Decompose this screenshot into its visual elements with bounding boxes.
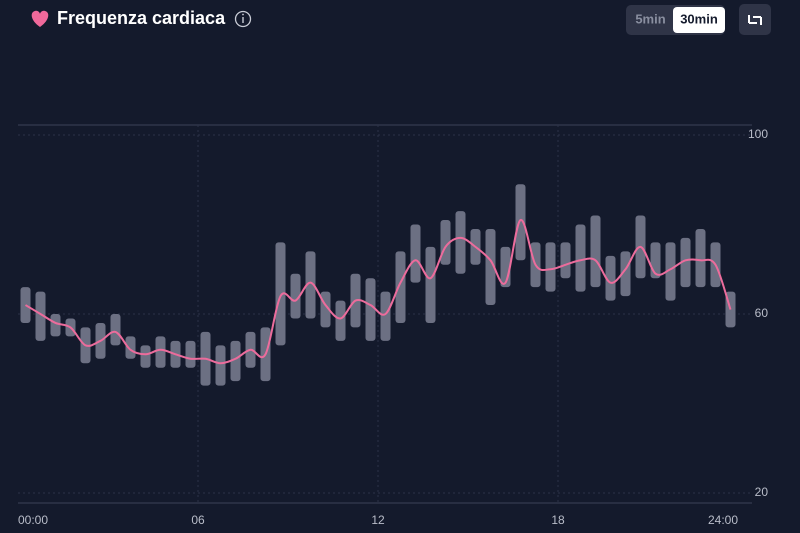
range-bar [485, 228, 496, 306]
average-line [24, 219, 732, 365]
toggle-label[interactable]: 5min [635, 11, 665, 26]
range-bar [665, 242, 676, 301]
range-bar [365, 278, 376, 341]
range-bar [155, 336, 166, 368]
range-bar [605, 255, 616, 301]
range-bar [215, 345, 226, 386]
range-bar [185, 340, 196, 368]
range-bar [230, 340, 241, 382]
range-bar [395, 251, 406, 323]
x-tick-label: 06 [191, 513, 205, 527]
range-bar [620, 251, 631, 297]
x-tick-label: 12 [371, 513, 385, 527]
y-tick-label: 60 [755, 306, 769, 320]
range-bar [575, 224, 586, 292]
info-icon[interactable] [234, 10, 252, 28]
range-bar [35, 291, 46, 341]
range-bar [290, 273, 301, 319]
toggle-active-bg [673, 7, 725, 33]
y-tick-label: 100 [748, 127, 768, 141]
range-bar [455, 211, 466, 274]
range-bar [425, 246, 436, 323]
x-tick-label: 18 [551, 513, 565, 527]
range-bar [380, 291, 391, 341]
range-bar [335, 300, 346, 341]
range-bar [305, 251, 316, 319]
range-bar [545, 242, 556, 292]
range-bar [50, 314, 61, 337]
range-bar [695, 228, 706, 288]
range-bar [275, 242, 286, 346]
range-bar [140, 345, 151, 368]
range-bar [680, 237, 691, 288]
range-bar [560, 242, 571, 279]
heart-icon [31, 10, 49, 27]
range-bar [590, 215, 601, 288]
range-bar [125, 336, 136, 359]
chart-title: Frequenza cardiaca [57, 8, 226, 28]
x-tick-label: 24:00 [708, 513, 738, 527]
range-bar [515, 184, 526, 261]
toggle-label[interactable]: 30min [680, 11, 718, 26]
y-tick-label: 20 [755, 485, 769, 499]
x-tick-label: 00:00 [18, 513, 48, 527]
range-bar [110, 314, 121, 346]
range-bar [410, 224, 421, 283]
expand-button[interactable] [739, 4, 771, 35]
